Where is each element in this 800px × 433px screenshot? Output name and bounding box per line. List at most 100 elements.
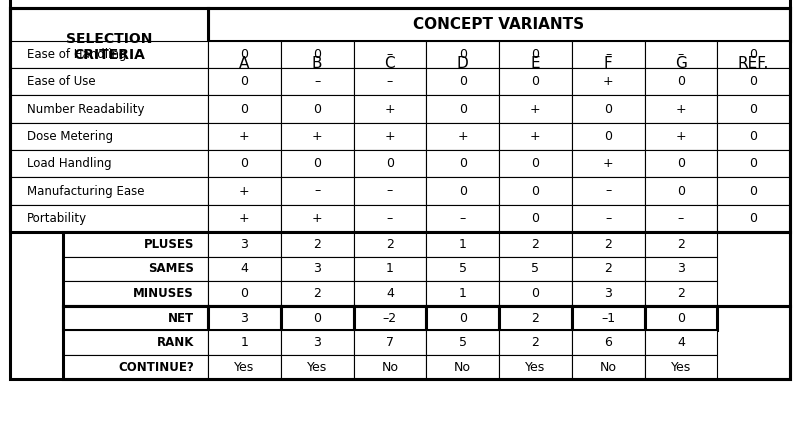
Text: +: +	[385, 130, 395, 143]
Bar	[281, 306, 354, 330]
Text: 2: 2	[531, 336, 539, 349]
Text: –1: –1	[601, 311, 615, 324]
Bar	[645, 257, 718, 281]
Text: 0: 0	[240, 75, 248, 88]
Bar	[281, 330, 354, 355]
Text: 3: 3	[604, 287, 612, 300]
Text: 0: 0	[458, 75, 466, 88]
Text: 4: 4	[386, 287, 394, 300]
Bar	[645, 178, 718, 205]
Text: Ease of Use: Ease of Use	[27, 75, 96, 88]
Bar	[499, 150, 572, 178]
Text: SAMES: SAMES	[148, 262, 194, 275]
Text: –: –	[314, 184, 320, 197]
Bar	[63, 306, 208, 330]
Bar	[718, 41, 790, 68]
Bar	[645, 150, 718, 178]
Text: –: –	[605, 212, 611, 225]
Text: No: No	[600, 361, 617, 374]
Bar	[208, 306, 281, 330]
Text: Dose Metering: Dose Metering	[27, 130, 113, 143]
Bar	[645, 330, 718, 355]
Bar	[208, 95, 281, 123]
Bar	[499, 330, 572, 355]
Text: E: E	[530, 56, 540, 71]
Bar	[499, 306, 572, 330]
Bar	[10, 95, 208, 123]
Bar	[499, 205, 572, 232]
Bar	[354, 41, 426, 68]
Bar	[281, 150, 354, 178]
Bar	[10, 0, 790, 232]
Bar	[572, 281, 645, 306]
Bar	[354, 281, 426, 306]
Bar	[208, 330, 281, 355]
Bar	[354, 95, 426, 123]
Text: 0: 0	[750, 157, 758, 170]
Bar	[208, 68, 281, 95]
Text: 2: 2	[313, 287, 321, 300]
Text: +: +	[458, 130, 468, 143]
Text: +: +	[239, 212, 250, 225]
Bar	[426, 68, 499, 95]
Bar	[63, 355, 208, 379]
Text: 0: 0	[386, 157, 394, 170]
Bar	[572, 205, 645, 232]
Bar	[426, 150, 499, 178]
Bar	[281, 205, 354, 232]
Bar	[499, 178, 572, 205]
Text: 0: 0	[750, 75, 758, 88]
Text: 0: 0	[240, 103, 248, 116]
Text: –: –	[386, 184, 393, 197]
Text: 0: 0	[458, 157, 466, 170]
Bar	[645, 355, 718, 379]
Text: Yes: Yes	[670, 361, 691, 374]
Text: 0: 0	[313, 311, 321, 324]
Text: B: B	[312, 56, 322, 71]
Text: –: –	[386, 212, 393, 225]
Bar	[354, 306, 426, 330]
Bar	[572, 257, 645, 281]
Text: –: –	[386, 75, 393, 88]
Text: NET: NET	[168, 311, 194, 324]
Bar	[499, 68, 572, 95]
Bar	[718, 41, 790, 86]
Text: Ease of Handling: Ease of Handling	[27, 48, 126, 61]
Text: D: D	[457, 56, 469, 71]
Text: –2: –2	[383, 311, 397, 324]
Bar	[645, 281, 718, 306]
Bar	[499, 232, 572, 257]
Text: 0: 0	[240, 287, 248, 300]
Text: Yes: Yes	[234, 361, 254, 374]
Bar	[208, 123, 281, 150]
Bar	[208, 355, 281, 379]
Bar	[572, 306, 645, 330]
Bar	[645, 95, 718, 123]
Text: Yes: Yes	[307, 361, 327, 374]
Text: 0: 0	[313, 48, 321, 61]
Text: 4: 4	[241, 262, 248, 275]
Bar	[499, 41, 572, 68]
Text: 0: 0	[677, 184, 685, 197]
Bar	[63, 257, 208, 281]
Text: 0: 0	[677, 157, 685, 170]
Bar	[499, 95, 572, 123]
Bar	[10, 8, 790, 379]
Bar	[10, 41, 208, 68]
Bar	[354, 68, 426, 95]
Text: RANK: RANK	[157, 336, 194, 349]
Text: 6: 6	[604, 336, 612, 349]
Bar	[645, 306, 718, 330]
Bar	[718, 205, 790, 232]
Text: 1: 1	[241, 336, 248, 349]
Text: No: No	[454, 361, 471, 374]
Bar	[281, 257, 354, 281]
Text: 0: 0	[750, 212, 758, 225]
Bar	[63, 330, 208, 355]
Text: 0: 0	[531, 287, 539, 300]
Text: 1: 1	[458, 287, 466, 300]
Text: C: C	[385, 56, 395, 71]
Bar	[718, 178, 790, 205]
Bar	[354, 205, 426, 232]
Bar	[281, 355, 354, 379]
